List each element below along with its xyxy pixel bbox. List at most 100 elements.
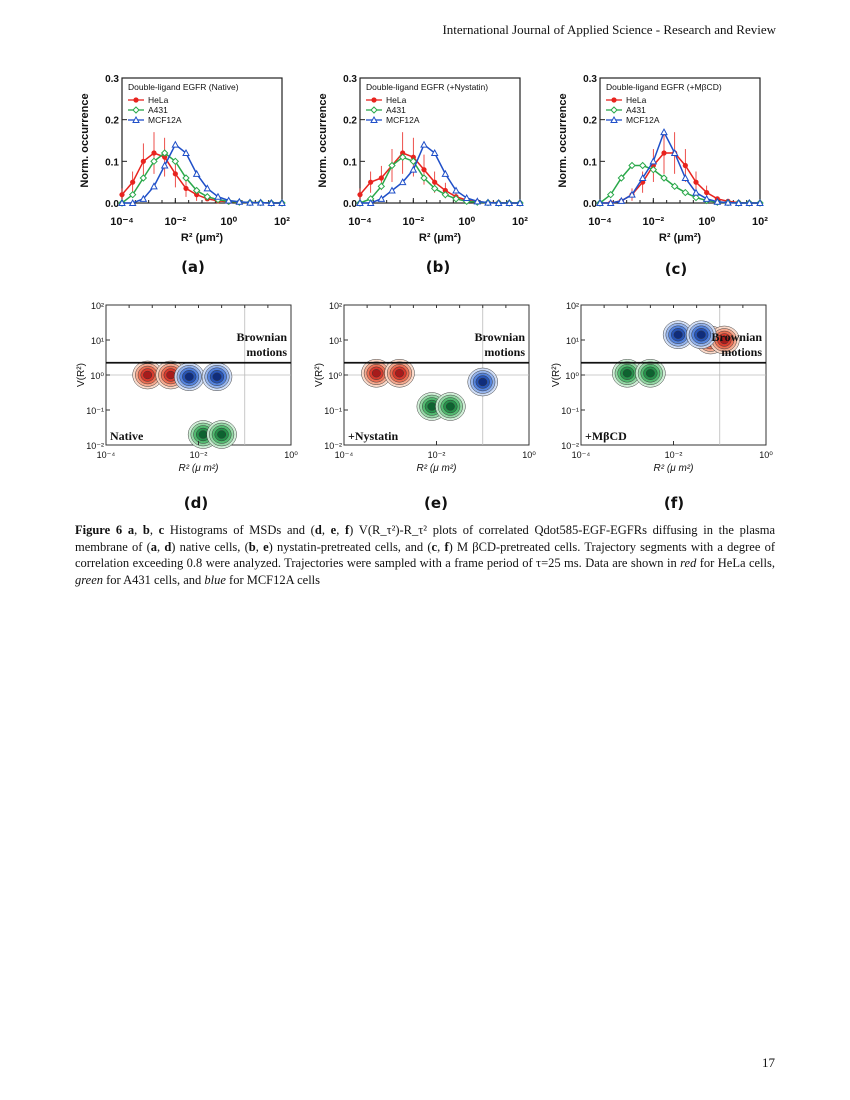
histogram-chart: 0.0 0.1 0.2 0.3 10⁻⁴ 10⁻² 10⁰ 10² R² (μm²) Norm. … (317, 74, 528, 244)
contour-mcf12a (184, 372, 194, 381)
x-tick-label: 10⁻² (665, 450, 683, 460)
data-point-a431 (430, 184, 439, 193)
y-axis-label: V(R²) (76, 363, 87, 387)
y-tick-label: 0.1 (343, 157, 357, 168)
data-point-mcf12a (628, 190, 636, 198)
x-axis-label: R² (μm²) (181, 232, 224, 244)
legend-marker (610, 115, 618, 123)
caption-fragment: a (127, 523, 135, 537)
data-point-mcf12a (745, 198, 754, 206)
data-point-a431 (128, 190, 137, 199)
histogram-chart: 0.0 0.1 0.2 0.3 10⁻⁴ 10⁻² 10⁰ 10² R² (μm²) Norm. … (79, 74, 290, 244)
legend-marker (371, 97, 377, 103)
caption-fragment: f (345, 523, 350, 537)
caption-fragment: , (134, 523, 143, 537)
condition-label: +Nystatin (348, 429, 399, 443)
data-point-hela (130, 179, 136, 185)
data-point-hela (400, 150, 406, 156)
caption-fragment: , (255, 539, 264, 554)
data-point-a431 (681, 188, 690, 197)
caption-fragment: d (164, 539, 172, 554)
data-point-mcf12a (649, 157, 658, 165)
contour-hela (395, 369, 404, 378)
y-tick-label: 0.3 (343, 74, 357, 85)
data-point-a431 (139, 174, 148, 182)
legend-marker (132, 106, 140, 114)
caption-fragment: green (75, 572, 103, 587)
data-point-a431 (606, 190, 615, 199)
data-point-mcf12a (377, 194, 386, 202)
motions-label: motions (484, 345, 525, 359)
caption-fragment: b (142, 523, 150, 537)
x-tick-label: 10⁻² (642, 216, 664, 228)
series-line-mcf12a (360, 143, 520, 204)
contour-hela (719, 335, 729, 345)
y-tick-label: 0.2 (583, 116, 597, 127)
legend-marker (132, 115, 140, 123)
x-tick-label: 10⁻⁴ (348, 216, 371, 228)
plot-frame (599, 77, 761, 204)
y-tick-label: 10² (91, 301, 104, 311)
panel-label-d: (d) (183, 494, 209, 512)
y-tick-label: 10¹ (566, 336, 579, 346)
motions-label: motions (246, 345, 287, 359)
contour-a431 (645, 369, 655, 378)
data-point-mcf12a (139, 194, 148, 202)
data-point-a431 (203, 193, 212, 201)
caption-fragment: ) V(R_τ²)-R_τ² plots of correlated Qdot5… (75, 523, 776, 554)
y-axis-label: Norm. occurrence (79, 93, 91, 187)
data-point-hela (442, 187, 448, 194)
data-point-hela (410, 154, 416, 160)
y-axis-label: Norm. occurrence (317, 93, 329, 187)
data-point-hela (704, 189, 710, 196)
data-point-mcf12a (420, 140, 428, 148)
data-point-hela (421, 167, 427, 173)
y-tick-label: 10⁻² (86, 441, 104, 451)
caption-label: Figure 6 (75, 523, 123, 537)
caption-fragment: , (437, 539, 445, 554)
x-tick-label: 10⁻² (164, 216, 186, 228)
data-point-mcf12a (734, 198, 743, 206)
panel-c-histogram: 0.0 0.1 0.2 0.3 10⁻⁴ 10⁻² 10⁰ 10² R² (μm²) Norm. … (548, 70, 778, 250)
data-point-mcf12a (713, 197, 722, 205)
legend-marker (370, 106, 378, 114)
caption-fragment: e (263, 539, 269, 554)
panel-d-contour: Brownian motions Native 10⁻² 10⁻¹ 10⁰ 10¹ 10² 10… (76, 295, 303, 480)
chart-title: Double-ligand EGFR (+MβCD) (606, 82, 722, 92)
data-point-a431 (171, 157, 180, 166)
y-tick-label: 10⁰ (565, 371, 579, 381)
data-point-mcf12a (692, 188, 700, 196)
x-tick-label: 10² (512, 216, 528, 228)
caption-fragment: ) native cells, ( (171, 539, 249, 554)
data-point-a431 (670, 182, 679, 191)
data-point-a431 (398, 153, 407, 161)
legend-label: HeLa (386, 95, 407, 105)
legend-label: A431 (626, 105, 646, 115)
data-point-mcf12a (430, 148, 439, 156)
data-point-hela (661, 150, 667, 156)
y-tick-label: 0.3 (105, 74, 119, 85)
y-tick-label: 0.3 (583, 74, 597, 85)
data-point-a431 (409, 157, 418, 166)
contour-a431 (198, 430, 208, 439)
chart-title: Double-ligand EGFR (Native) (128, 82, 239, 92)
data-point-mcf12a (356, 198, 364, 206)
contour-a431 (427, 402, 437, 411)
data-point-mcf12a (516, 198, 524, 206)
x-axis-label: R² (μm²) (659, 232, 702, 244)
data-point-a431 (649, 165, 658, 174)
x-tick-label: 10⁰ (522, 450, 536, 460)
data-point-a431 (692, 193, 700, 202)
contour-a431 (445, 402, 455, 411)
data-point-a431 (192, 186, 201, 195)
y-tick-label: 0.2 (343, 116, 357, 127)
caption-fragment: for A431 cells, and (103, 572, 205, 587)
y-tick-label: 10⁰ (90, 371, 104, 381)
data-point-hela (172, 171, 178, 177)
data-point-mcf12a (246, 198, 254, 206)
panel-label-f: (f) (663, 494, 685, 512)
condition-label: Native (110, 429, 144, 443)
caption-body: a, b, c Histograms of MSDs and (d, e, f)… (75, 523, 775, 587)
brownian-label: Brownian (712, 330, 763, 344)
